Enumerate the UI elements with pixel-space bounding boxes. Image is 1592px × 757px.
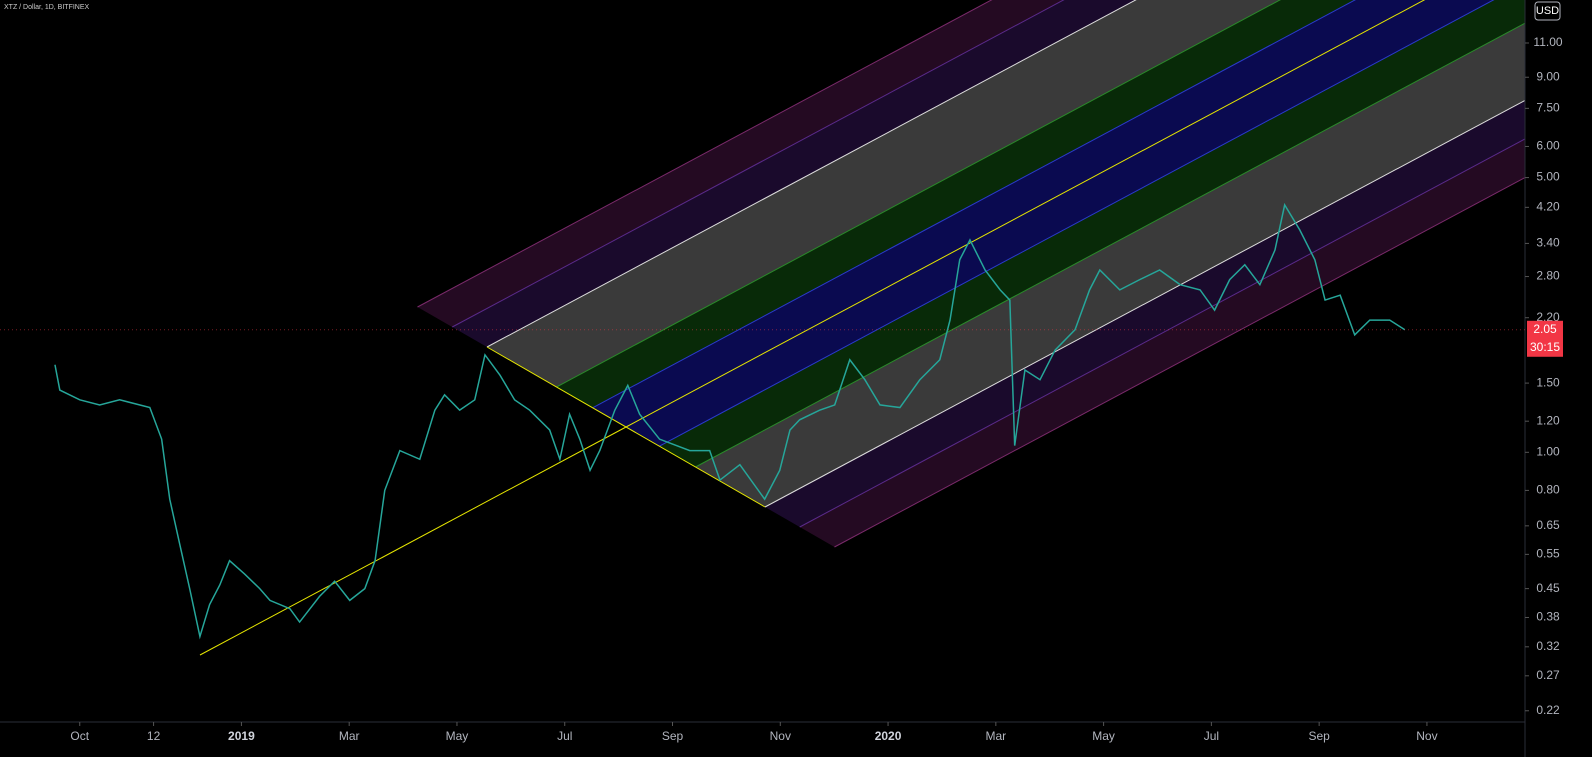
countdown: 30:15 — [1530, 340, 1560, 354]
pitchfork-band — [626, 0, 1494, 447]
x-tick-label: May — [446, 729, 469, 743]
y-tick-label: 2.20 — [1536, 310, 1560, 324]
x-tick-label: Jul — [557, 729, 572, 743]
x-tick-label: Sep — [1308, 729, 1330, 743]
x-tick-label: Sep — [662, 729, 684, 743]
pitchfork-base — [486, 346, 766, 508]
pitchfork-line — [834, 177, 1525, 548]
y-tick-label: 2.80 — [1536, 269, 1560, 283]
pitchfork-band — [417, 0, 1064, 327]
y-tick-label: 0.65 — [1536, 518, 1560, 532]
y-tick-label: 7.50 — [1536, 101, 1560, 115]
y-tick-label: 1.20 — [1536, 413, 1560, 427]
y-tick-label: 4.20 — [1536, 200, 1560, 214]
last-price-badge — [1527, 320, 1563, 357]
pitchfork-band — [592, 0, 1425, 427]
pitchfork-line — [486, 0, 1137, 348]
y-tick-label: 0.45 — [1536, 581, 1560, 595]
x-tick-label: Mar — [985, 729, 1006, 743]
pitchfork-band — [452, 0, 1136, 347]
currency[interactable]: USD — [1536, 5, 1559, 17]
y-tick-label: 0.55 — [1536, 547, 1560, 561]
pitchfork-line — [659, 0, 1495, 447]
x-tick-label: May — [1092, 729, 1115, 743]
y-tick-label: 0.80 — [1536, 483, 1560, 497]
y-tick-label: 11.00 — [1533, 35, 1562, 49]
x-tick-label: 2020 — [875, 729, 902, 743]
pitchfork — [199, 0, 1525, 656]
x-tick-label: 12 — [147, 729, 161, 743]
pitchfork-line — [695, 22, 1525, 468]
x-tick-label: Nov — [1416, 729, 1437, 743]
y-tick-label: 0.38 — [1536, 610, 1560, 624]
last-price-label: 2.05 — [1533, 322, 1557, 336]
x-tick-label: 2019 — [228, 729, 255, 743]
y-tick-label: 1.50 — [1536, 375, 1560, 389]
y-tick-label: 6.00 — [1536, 139, 1560, 153]
currency-box[interactable] — [1534, 1, 1561, 21]
pitchfork-line — [452, 0, 1065, 328]
y-tick-label: 0.32 — [1536, 639, 1560, 653]
y-tick-label: 3.40 — [1536, 236, 1560, 250]
pitchfork-band — [487, 0, 1280, 387]
pitchfork-line — [417, 0, 993, 308]
x-tick-label: Jul — [1204, 729, 1219, 743]
pitchfork-line — [625, 0, 1426, 428]
pitchfork-line — [764, 99, 1525, 508]
pitchfork-band — [556, 0, 1355, 408]
price-line — [54, 202, 1406, 640]
price-layer — [54, 202, 1406, 640]
pitchfork-line — [556, 0, 1281, 388]
y-tick-label: 0.22 — [1536, 703, 1560, 717]
x-tick-label: Mar — [339, 729, 360, 743]
pitchfork-band — [695, 23, 1525, 508]
pitchfork-line — [592, 0, 1356, 409]
y-tick-label: 0.27 — [1536, 668, 1560, 682]
x-tick-label: Oct — [70, 729, 89, 743]
y-tick-label: 9.00 — [1536, 69, 1560, 83]
pitchfork-band — [799, 138, 1525, 547]
pitchfork-line — [799, 138, 1525, 528]
y-tick-label: 5.00 — [1536, 170, 1560, 184]
pitchfork-handle — [199, 426, 627, 656]
pitchfork-band — [765, 100, 1525, 528]
x-tick-label: Nov — [770, 729, 791, 743]
y-tick-label: 1.00 — [1536, 444, 1560, 458]
chart-title: XTZ / Dollar, 1D, BITFINEX — [4, 4, 90, 11]
pitchfork-band — [659, 0, 1525, 467]
